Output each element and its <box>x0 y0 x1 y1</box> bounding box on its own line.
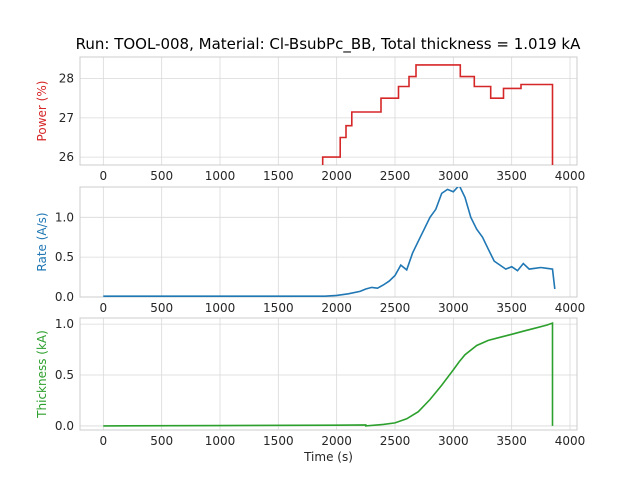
rate-xtick-label: 4000 <box>555 301 586 315</box>
power-xtick-label: 1500 <box>263 169 294 183</box>
thickness-ylabel: Thickness (kA) <box>35 330 49 419</box>
power-ytick-label: 27 <box>59 111 74 125</box>
rate-xtick-label: 2500 <box>380 301 411 315</box>
power-ylabel: Power (%) <box>35 81 49 142</box>
subplot-stack: 0 500 1000 1500 2000 2500 3000 3500 4000 26 27 28 Po… <box>35 56 586 464</box>
rate-xtick-label: 500 <box>150 301 173 315</box>
rate-ytick-label: 0.0 <box>55 290 74 304</box>
power-xtick-label: 4000 <box>555 169 586 183</box>
rate-ytick-label: 0.5 <box>55 250 74 264</box>
thickness-ytick-label: 0.0 <box>55 419 74 433</box>
thickness-xtick-label: 1000 <box>205 434 236 448</box>
thickness-xtick-label: 0 <box>100 434 108 448</box>
rate-xtick-label: 1500 <box>263 301 294 315</box>
rate-panel: 0 500 1000 1500 2000 2500 3000 3500 4000 0.0 0.5 1.… <box>35 186 586 315</box>
power-panel: 0 500 1000 1500 2000 2500 3000 3500 4000 26 27 28 Po… <box>35 56 586 183</box>
thickness-ytick-label: 0.5 <box>55 368 74 382</box>
rate-ylabel: Rate (A/s) <box>35 212 49 271</box>
rate-xtick-label: 2000 <box>321 301 352 315</box>
thickness-xtick-label: 2000 <box>321 434 352 448</box>
rate-ytick-label: 1.0 <box>55 210 74 224</box>
power-series-line <box>321 64 554 165</box>
power-xtick-label: 2500 <box>380 169 411 183</box>
power-xtick-label: 3500 <box>496 169 527 183</box>
rate-series-line <box>103 187 556 297</box>
power-xtick-label: 2000 <box>321 169 352 183</box>
thickness-panel: 0 500 1000 1500 2000 2500 3000 3500 4000 0.0 0.5 1.… <box>35 317 585 464</box>
thickness-xtick-label: 1500 <box>263 434 294 448</box>
rate-xtick-label: 0 <box>100 301 108 315</box>
thickness-axes-frame <box>79 317 578 431</box>
thickness-xtick-label: 4000 <box>555 434 586 448</box>
thickness-xtick-label: 500 <box>150 434 173 448</box>
power-xtick-label: 1000 <box>205 169 236 183</box>
power-xtick-label: 3000 <box>438 169 469 183</box>
power-ytick-label: 28 <box>59 72 74 86</box>
thickness-series-line <box>103 321 554 427</box>
thickness-xtick-label: 2500 <box>380 434 411 448</box>
thickness-xtick-label: 3500 <box>496 434 527 448</box>
rate-xtick-label: 1000 <box>205 301 236 315</box>
thickness-ytick-label: 1.0 <box>55 317 74 331</box>
thickness-xlabel: Time (s) <box>303 450 353 464</box>
power-xtick-label: 0 <box>100 169 108 183</box>
thickness-xtick-label: 3000 <box>438 434 469 448</box>
power-axes-frame <box>79 56 578 166</box>
rate-xtick-label: 3500 <box>496 301 527 315</box>
chart-title: Run: TOOL-008, Material: Cl-BsubPc_BB, T… <box>76 35 582 54</box>
rate-axes-frame <box>79 186 578 298</box>
power-ytick-label: 26 <box>59 150 74 164</box>
power-xtick-label: 500 <box>150 169 173 183</box>
rate-xtick-label: 3000 <box>438 301 469 315</box>
